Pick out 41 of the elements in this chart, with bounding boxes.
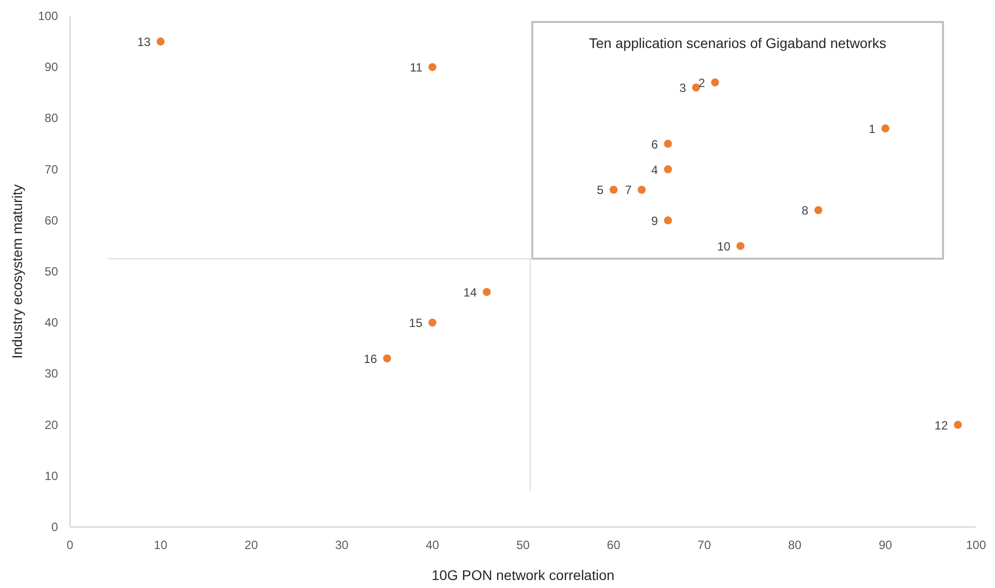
y-tick-label: 40 [44,316,58,330]
x-tick-label: 100 [966,538,986,552]
annotation: 6 [651,137,658,152]
x-tick-label: 20 [244,538,258,552]
y-tick-label: 100 [38,9,58,23]
annotation: 11 [410,60,423,75]
annotation: 8 [802,204,809,218]
annotation: Ten application scenarios of Gigaband networks [588,35,886,51]
y-tick-label: 80 [44,111,58,126]
annotation: 2 [698,76,706,90]
x-tick-label: 60 [606,538,621,552]
annotation: 13 [137,35,151,50]
y-tick-label: 20 [44,418,58,432]
x-axis-title: 10G PON network correlation [432,567,614,583]
x-tick-label: 0 [66,538,74,552]
x-tick-label: 90 [878,538,892,552]
y-tick-label: 60 [44,213,58,228]
annotation: 4 [651,162,658,177]
y-axis-title: Industry ecosystem maturity [9,184,25,359]
y-tick-label: 30 [44,366,58,381]
x-tick-label: 10 [154,538,168,552]
annotation: 12 [934,418,948,432]
annotation: 14 [463,285,478,300]
x-tick-label: 80 [788,538,802,552]
x-tick-label: 50 [516,538,530,552]
x-tick-label: 70 [698,538,712,552]
annotation: 15 [409,316,423,330]
x-tick-label: 40 [426,538,440,552]
annotation: 3 [679,81,686,96]
annotation: 16 [364,352,378,366]
y-tick-label: 0 [51,520,58,534]
annotation: 7 [625,183,632,198]
y-tick-label: 10 [44,468,58,483]
annotation: 1 [868,122,876,136]
y-tick-label: 70 [44,162,58,176]
annotation: 10 [717,239,731,254]
x-tick-label: 30 [335,538,349,552]
y-tick-label: 50 [44,264,58,278]
y-tick-label: 90 [44,60,58,74]
annotation: 5 [596,183,604,198]
annotation: 9 [651,214,658,228]
